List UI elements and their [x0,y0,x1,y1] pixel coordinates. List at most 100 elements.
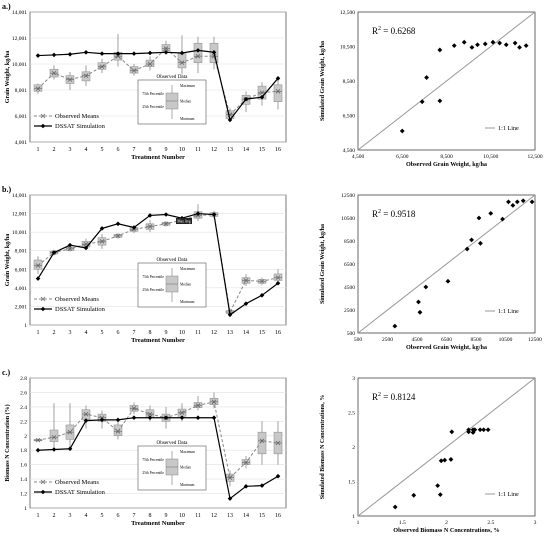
series-dssat-line [37,49,279,122]
dssat-marker [163,415,169,421]
x-tick-label: 2500 [382,337,393,343]
y-tick-label: 2 [24,434,27,440]
inset-median-label: Median [180,100,191,104]
chart-c-scatter: 1 1.5 2 2.5 3 1 1.5 2 2.5 3 Observed Biomass N Con… [320,376,537,534]
x-tick-label: 15 [259,513,265,519]
y-axis-label: Grain Weight, kg/ha [5,51,11,103]
y-tick-label: 3 [352,376,355,382]
inset-max-label: Maximum [180,450,195,454]
observed-mean-marker [51,70,57,76]
x-tick-label: 4500 [412,337,423,343]
x-tick-label: 2 [53,147,56,153]
y-axis-label: Simulated Grain Weight, kg/ha [320,224,326,304]
x-tick-label: 6,500 [396,154,409,160]
chart-b-scatter: 500 2500 4500 6500 8500 10500 12500 500 2500 4500… [320,193,542,351]
x-tick-label: 14 [243,330,249,336]
observed-mean-marker [99,64,105,69]
x-tick-label: 10500 [499,337,513,343]
legend-observed-label: Observed Means [55,296,99,303]
dssat-marker [35,447,41,453]
x-tick-label: 13 [227,147,233,153]
scatter-point [442,457,448,463]
scatter-point [445,278,451,284]
box-iqr [49,429,59,442]
x-tick-label: 11 [195,147,201,153]
inset-title: Observed Data [157,257,189,263]
dssat-marker [67,51,73,57]
x-tick-label: 5 [101,513,104,519]
x-tick-label: 500 [354,337,363,343]
scatter-point [392,504,398,510]
inset-median-label: Median [180,283,191,287]
dssat-marker [195,48,201,53]
scatter-point [512,40,518,46]
inset-title: Observed Data [157,440,189,446]
observed-mean-marker [35,437,41,443]
observed-mean-marker [163,46,169,51]
x-tick-label: 7 [133,330,136,336]
observed-mean-marker [147,411,153,417]
box-iqr [193,42,203,63]
x-tick-label: 10 [179,513,185,519]
inset-min-label: Minimum [180,483,195,487]
y-tick-label: 2.8 [20,376,27,382]
x-tick-label: 7 [133,147,136,153]
dssat-marker [163,212,169,217]
x-tick-label: 1 [37,330,40,336]
panel-b: b.) 1 2,001 4,001 6,001 8,001 10,001 12,001 14,… [0,183,550,366]
x-tick-label: 11 [195,330,201,336]
inset-max-label: Maximum [180,84,195,88]
y-tick-label: 2,001 [15,304,28,310]
dssat-marker [67,446,73,452]
one-to-one-line [357,11,536,151]
x-tick-label: 10 [179,330,185,336]
box-iqr [257,431,267,455]
x-tick-label: 4 [85,513,88,519]
y-axis-label: Simulated Biomass N Concentrations, % [320,395,326,500]
scatter-point [523,43,529,49]
scatter-point [437,492,443,498]
dssat-marker [147,415,153,421]
scatter-point [469,44,475,50]
max-avg-tag-label: Max Avg [177,220,190,224]
series-observed-means-line [37,401,279,479]
dssat-marker [259,483,265,488]
box-iqr [273,84,283,102]
inset-median-label: Median [180,466,191,470]
y-tick-label: 4,500 [343,148,356,154]
legend-dssat-label: DSSAT Simulation [55,489,106,496]
scatter-point [423,284,429,290]
x-tick-label: 13 [227,513,233,519]
y-tick-label: 4,001 [15,140,28,146]
x-tick-label: 2 [53,513,56,519]
y-tick-label: 14,001 [12,193,27,199]
observed-mean-marker [83,73,89,78]
dssat-marker [179,50,185,56]
box-iqr [97,62,107,70]
x-tick-label: 3 [69,330,72,336]
observed-mean-marker [195,53,201,59]
scatter-point [481,427,487,433]
observed-mean-marker [67,246,73,252]
dssat-marker [35,53,41,58]
scatter-point [476,215,482,221]
x-tick-label: 12,500 [527,154,542,160]
dssat-marker [99,417,105,423]
y-tick-label: 2.5 [348,411,355,417]
x-tick-label: 11 [195,513,201,519]
inset-q3-label: 75th Percentile [142,275,164,279]
legend-observed-marker [40,479,46,485]
dssat-marker [51,250,57,255]
dssat-marker [259,94,265,100]
observed-mean-marker [131,406,137,411]
panel-a-label: a.) [2,2,11,11]
x-tick-label: 10 [179,147,185,153]
x-tick-label: 3 [534,520,537,526]
x-tick-label: 4 [85,330,88,336]
y-tick-label: 6,001 [15,114,28,120]
x-tick-label: 10,500 [483,154,498,160]
one-to-one-line [357,194,536,334]
y-tick-label: 4500 [344,285,355,291]
observed-mean-marker [243,278,249,283]
observed-mean-marker [83,411,89,417]
